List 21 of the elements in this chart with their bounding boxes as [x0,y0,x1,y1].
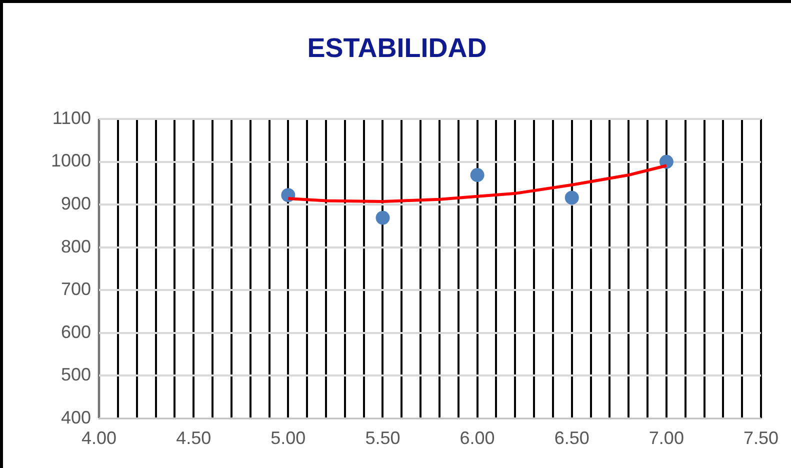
x-tick-label: 7.50 [743,428,779,448]
y-tick-label: 900 [60,194,92,214]
chart-title: ESTABILIDAD [306,33,488,64]
y-tick-label: 1000 [50,150,92,171]
y-tick-label: 400 [60,407,92,428]
point [659,154,674,169]
x-tick-label: 6.00 [460,428,495,448]
x-tick-label: 7.00 [648,428,684,448]
x-tick-label: 5.00 [270,428,306,448]
point [470,168,484,182]
x-tick-label: 6.50 [554,428,590,448]
point [564,190,579,205]
y-tick-label: 500 [60,364,92,385]
x-tick-label: 4.00 [82,428,117,448]
y-tick-label: 800 [60,236,92,256]
point [376,210,390,225]
x-tick-label: 4.50 [176,428,212,448]
y-tick-label: 1100 [52,108,92,128]
y-tick-label: 700 [60,279,92,300]
x-tick-label: 5.50 [365,428,400,448]
y-tick-label: 600 [60,322,92,342]
